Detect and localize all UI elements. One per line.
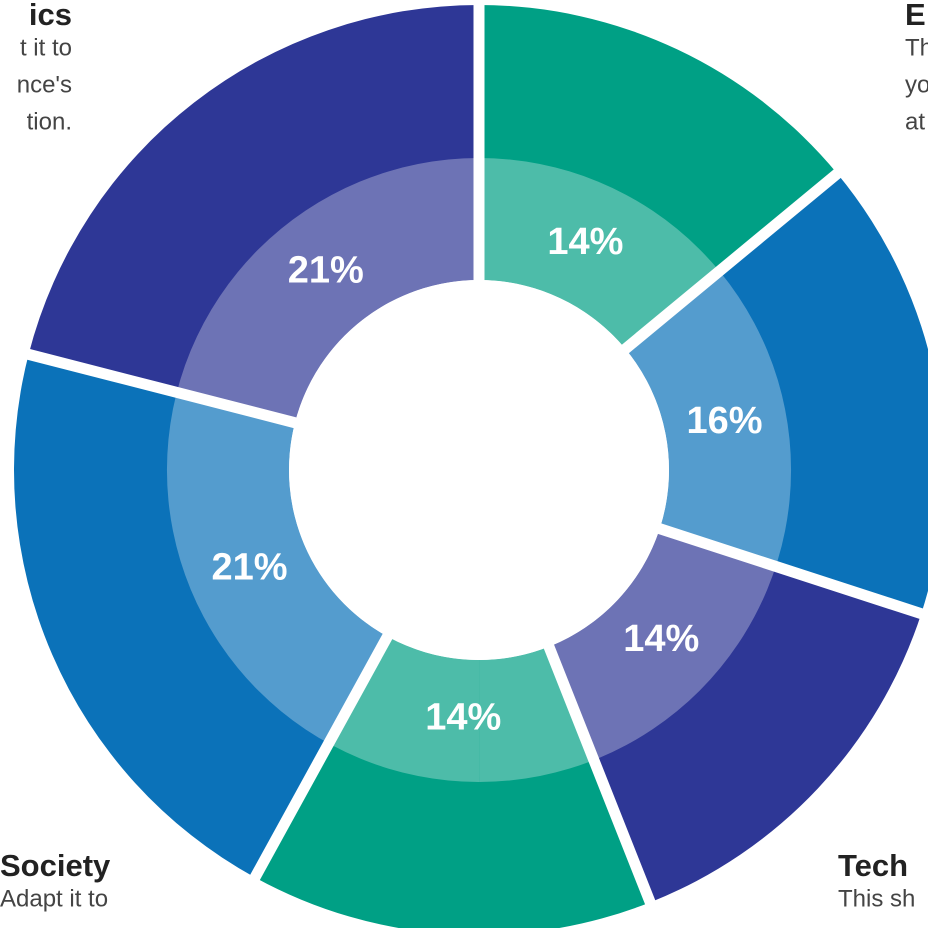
value-label: 16% xyxy=(687,400,763,442)
annotation-text: t it to xyxy=(20,34,72,61)
segment-gap xyxy=(245,629,395,889)
annotation-title: Society xyxy=(0,848,111,883)
annotation-title: ics xyxy=(29,0,72,32)
annotation-text: at xyxy=(905,108,925,135)
annotation-title: Tech xyxy=(838,848,908,883)
annotation-text: Th xyxy=(905,34,928,61)
donut-segment xyxy=(28,5,480,423)
donut-segment xyxy=(479,5,838,349)
segment-gap xyxy=(17,346,302,430)
inner-ring xyxy=(166,158,792,782)
donut-hole xyxy=(289,280,669,660)
value-label: 14% xyxy=(623,618,699,660)
donut-segment xyxy=(625,173,928,614)
annotation-text: nce's xyxy=(17,71,72,98)
annotation-text: Adapt it to xyxy=(0,885,108,912)
value-label: 14% xyxy=(425,697,501,739)
donut-segment xyxy=(13,354,388,878)
segment-gap xyxy=(618,162,849,357)
annotation-title: E xyxy=(905,0,926,32)
value-label: 14% xyxy=(547,221,623,263)
donut-segment xyxy=(254,636,651,928)
annotation-text: This sh xyxy=(838,885,915,912)
donut-segment xyxy=(548,528,922,903)
value-label: 21% xyxy=(212,546,288,588)
annotation-text: tion. xyxy=(27,108,72,135)
value-label: 21% xyxy=(288,249,364,291)
annotation-text: yo xyxy=(905,71,928,98)
segment-gap xyxy=(541,639,659,914)
segment-gap xyxy=(653,521,928,622)
